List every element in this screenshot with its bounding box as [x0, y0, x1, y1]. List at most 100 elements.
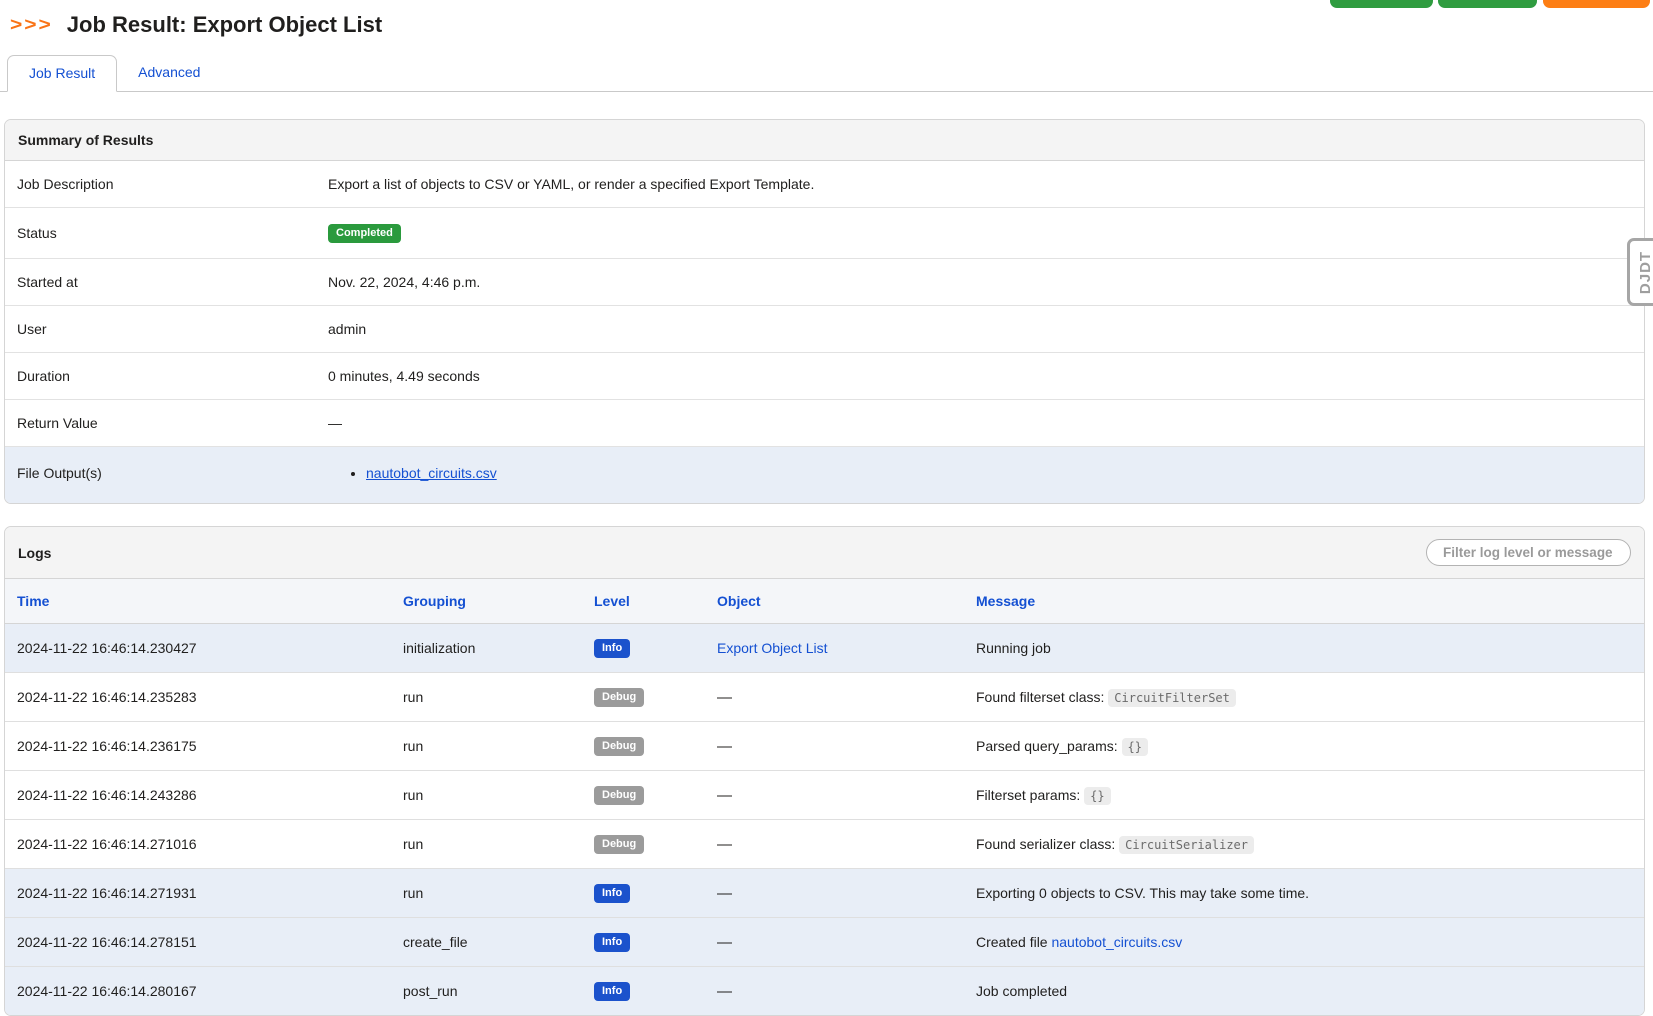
log-time: 2024-11-22 16:46:14.235283: [5, 672, 391, 722]
log-object: —: [705, 917, 964, 967]
log-object-empty: —: [717, 982, 732, 1000]
log-level: Debug: [582, 721, 705, 771]
summary-row: Status Completed: [5, 207, 1644, 259]
log-grouping: post_run: [391, 966, 582, 1015]
summary-row-value: nautobot_circuits.csv: [316, 446, 1644, 503]
log-object-empty: —: [717, 688, 732, 706]
log-row: 2024-11-22 16:46:14.271931 run Info — Export…: [5, 868, 1644, 918]
log-time: 2024-11-22 16:46:14.280167: [5, 966, 391, 1015]
action-button-3[interactable]: [1543, 0, 1650, 8]
log-level-badge: Debug: [594, 688, 645, 707]
summary-row: Started at Nov. 22, 2024, 4:46 p.m.: [5, 258, 1644, 306]
log-object-empty: —: [717, 786, 732, 804]
log-level-badge: Debug: [594, 786, 645, 805]
file-output-item: nautobot_circuits.csv: [366, 465, 1632, 481]
summary-row-value: 0 minutes, 4.49 seconds: [316, 352, 1644, 400]
summary-row-label: File Output(s): [5, 446, 316, 503]
page-title: Job Result: Export Object List: [66, 12, 383, 37]
summary-row: File Output(s) nautobot_circuits.csv: [5, 446, 1644, 503]
log-time: 2024-11-22 16:46:14.243286: [5, 770, 391, 820]
log-message-text: Filterset params:: [976, 787, 1085, 803]
log-level-badge: Info: [594, 933, 631, 952]
logs-column-object[interactable]: Object: [705, 579, 964, 624]
logs-column-time[interactable]: Time: [5, 579, 391, 624]
debug-toolbar-handle-label: DJDT: [1637, 250, 1653, 294]
log-level: Debug: [582, 770, 705, 820]
file-output-link[interactable]: nautobot_circuits.csv: [366, 465, 497, 481]
logs-column-level[interactable]: Level: [582, 579, 705, 624]
nautobot-chevrons-icon: >>>: [10, 14, 53, 35]
status-badge: Completed: [328, 224, 401, 243]
summary-row: Job Description Export a list of objects …: [5, 161, 1644, 208]
summary-row-label: Status: [5, 207, 316, 259]
logs-column-message[interactable]: Message: [964, 579, 1644, 624]
log-time: 2024-11-22 16:46:14.271016: [5, 819, 391, 869]
file-output-list: nautobot_circuits.csv: [366, 465, 1632, 481]
action-button-1[interactable]: [1330, 0, 1433, 8]
log-message-text: Exporting 0 objects to CSV. This may tak…: [976, 885, 1310, 901]
log-object: Export Object List: [705, 623, 964, 673]
log-object: —: [705, 721, 964, 771]
log-grouping: initialization: [391, 623, 582, 673]
tab-bar: Job Result Advanced: [0, 55, 1653, 92]
log-message-code: CircuitFilterSet: [1108, 689, 1236, 707]
log-message-code: CircuitSerializer: [1119, 836, 1254, 854]
log-message: Job completed: [964, 966, 1644, 1015]
action-button-2[interactable]: [1438, 0, 1537, 8]
log-message: Found serializer class: CircuitSerialize…: [964, 819, 1644, 869]
tab-job-result[interactable]: Job Result: [7, 55, 118, 92]
summary-row-label: User: [5, 305, 316, 353]
log-level: Debug: [582, 819, 705, 869]
log-filter-input[interactable]: [1426, 539, 1631, 566]
log-level: Debug: [582, 672, 705, 722]
debug-toolbar-handle[interactable]: DJDT: [1627, 238, 1653, 306]
log-message-text: Found filterset class:: [976, 689, 1109, 705]
log-message-text: Parsed query_params:: [976, 738, 1122, 754]
log-row: 2024-11-22 16:46:14.230427 initialization…: [5, 623, 1644, 673]
log-message-code: {}: [1084, 787, 1111, 805]
log-message-file-link[interactable]: nautobot_circuits.csv: [1051, 934, 1183, 950]
log-level: Info: [582, 966, 705, 1015]
summary-row-label: Duration: [5, 352, 316, 400]
log-row: 2024-11-22 16:46:14.243286 run Debug — Filte…: [5, 770, 1644, 820]
summary-row-value: Export a list of objects to CSV or YAML,…: [328, 176, 815, 192]
summary-row: User admin: [5, 305, 1644, 353]
log-grouping: run: [391, 721, 582, 771]
log-message-text: Created file: [976, 934, 1052, 950]
log-time: 2024-11-22 16:46:14.278151: [5, 917, 391, 967]
log-object-empty: —: [717, 835, 732, 853]
log-object-empty: —: [717, 933, 732, 951]
summary-row-label: Job Description: [17, 176, 114, 192]
logs-panel-heading: Logs: [5, 527, 1644, 579]
log-object-empty: —: [717, 884, 732, 902]
logs-column-grouping[interactable]: Grouping: [391, 579, 582, 624]
log-level-badge: Debug: [594, 835, 645, 854]
log-grouping: run: [391, 770, 582, 820]
log-message: Parsed query_params: {}: [964, 721, 1644, 771]
log-object-link[interactable]: Export Object List: [717, 640, 828, 656]
log-message: Created file nautobot_circuits.csv: [964, 917, 1644, 967]
log-object: —: [705, 819, 964, 869]
logs-header-row: Time Grouping Level Object Message: [5, 579, 1644, 624]
summary-row-value: —: [316, 399, 1644, 447]
summary-row-value: Completed: [316, 207, 1644, 259]
log-level-badge: Info: [594, 982, 631, 1001]
log-row: 2024-11-22 16:46:14.278151 create_file Inf…: [5, 917, 1644, 967]
summary-panel: Summary of Results Job Description Export…: [4, 119, 1645, 504]
log-level-badge: Info: [594, 884, 631, 903]
log-grouping: run: [391, 868, 582, 918]
log-level: Info: [582, 868, 705, 918]
log-message-text: Running job: [976, 640, 1051, 656]
log-time: 2024-11-22 16:46:14.271931: [5, 868, 391, 918]
tab-advanced[interactable]: Advanced: [138, 64, 201, 80]
summary-panel-title: Summary of Results: [18, 132, 154, 148]
log-row: 2024-11-22 16:46:14.271016 run Debug — Found…: [5, 819, 1644, 869]
log-row: 2024-11-22 16:46:14.280167 post_run Info — J…: [5, 966, 1644, 1015]
logs-panel-title: Logs: [18, 544, 52, 561]
page-header: >>> Job Result: Export Object List: [0, 0, 1653, 38]
log-row: 2024-11-22 16:46:14.236175 run Debug — Parse…: [5, 721, 1644, 771]
log-level-badge: Debug: [594, 737, 645, 756]
log-grouping: run: [391, 672, 582, 722]
summary-row-value: Nov. 22, 2024, 4:46 p.m.: [316, 258, 1644, 306]
summary-row-value: admin: [316, 305, 1644, 353]
